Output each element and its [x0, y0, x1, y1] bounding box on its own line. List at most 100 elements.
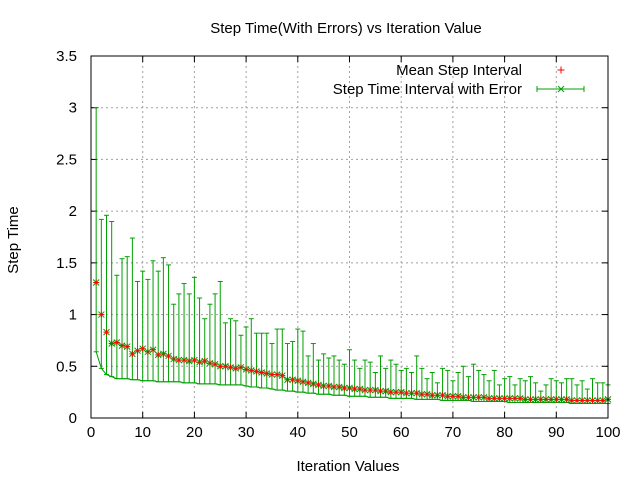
x-tick-label: 60: [393, 424, 410, 441]
data-point: [532, 396, 539, 403]
data-point: [340, 384, 348, 392]
data-point: [227, 363, 234, 371]
data-point: [583, 397, 591, 404]
data-point: [222, 362, 229, 370]
data-point: [403, 389, 410, 397]
data-point: [589, 397, 596, 404]
data-point: [196, 358, 203, 366]
data-point: [521, 396, 529, 403]
data-point: [387, 388, 395, 396]
x-tick-label: 50: [341, 424, 358, 441]
legend-marker-error: [536, 85, 585, 93]
legend-label-mean: Mean Step Interval: [396, 62, 522, 79]
data-point: [459, 393, 467, 401]
data-point: [123, 343, 131, 350]
data-point: [371, 386, 379, 394]
data-point: [449, 392, 457, 400]
data-point: [413, 389, 421, 397]
legend-label-error: Step Time Interval with Error: [333, 81, 522, 98]
y-tick-label: 2.5: [56, 151, 77, 168]
data-point: [599, 397, 607, 404]
data-point: [454, 392, 462, 400]
y-tick-label: 3: [69, 100, 77, 117]
data-point: [578, 397, 586, 404]
gridlines: [91, 56, 608, 418]
y-axis-label: Step Time: [5, 206, 22, 274]
data-point: [242, 366, 250, 373]
data-point: [232, 365, 240, 372]
data-point: [356, 385, 364, 393]
x-tick-label: 30: [238, 424, 255, 441]
data-point: [191, 356, 198, 364]
chart-title: Step Time(With Errors) vs Iteration Valu…: [210, 20, 481, 37]
data-point: [325, 382, 333, 390]
x-axis-label: Iteration Values: [296, 458, 399, 475]
data-point: [170, 355, 178, 363]
data-point: [149, 346, 157, 354]
data-point: [439, 391, 446, 399]
x-tick-label: 80: [496, 424, 513, 441]
y-tick-label: 1.5: [56, 255, 77, 272]
data-point: [490, 394, 498, 402]
data-point: [201, 357, 209, 365]
x-tick-label: 70: [445, 424, 462, 441]
data-point: [558, 396, 565, 403]
data-point: [273, 371, 281, 378]
data-point: [537, 396, 545, 403]
data-point: [216, 362, 224, 370]
y-tick-label: 0: [69, 410, 77, 427]
data-point: [289, 376, 296, 384]
data-point: [237, 363, 245, 371]
data-point: [428, 391, 436, 399]
data-point: [103, 328, 110, 336]
data-point: [527, 396, 534, 403]
data-point: [335, 383, 343, 391]
data-point: [485, 394, 493, 402]
x-tick-label: 40: [289, 424, 306, 441]
data-point: [154, 351, 162, 359]
x-tick-label: 10: [134, 424, 151, 441]
data-point: [206, 359, 214, 367]
data-point: [294, 377, 302, 385]
data-point: [475, 393, 483, 401]
x-tick-label: 90: [548, 424, 565, 441]
data-point: [278, 372, 286, 379]
x-tick-label: 20: [186, 424, 203, 441]
data-point: [366, 386, 374, 394]
data-point: [361, 386, 369, 394]
data-point: [480, 393, 488, 401]
data-point: [542, 396, 550, 403]
data-point: [351, 385, 359, 393]
y-tick-label: 1: [69, 307, 77, 324]
data-point: [134, 347, 141, 355]
data-point: [165, 352, 172, 360]
data-point: [552, 396, 560, 403]
data-point: [97, 311, 105, 318]
data-point: [144, 348, 152, 356]
plot-frame: [90, 55, 609, 419]
data-point: [139, 345, 147, 353]
data-point: [465, 393, 472, 401]
data-point: [563, 396, 570, 403]
y-tick-label: 2: [69, 203, 77, 220]
x-tick-label: 0: [87, 424, 95, 441]
data-point: [470, 393, 477, 401]
data-point: [568, 397, 576, 404]
data-point: [113, 339, 121, 346]
data-point: [309, 380, 317, 388]
data-point: [377, 387, 384, 395]
data-point: [511, 394, 519, 402]
data-point: [160, 350, 167, 358]
data-point: [315, 381, 322, 389]
data-point: [185, 357, 193, 365]
axis-ticks: 0 10 20 30 40 50 60 70 80 90 100 0 0.5 1 1.5 2 2.5 3 3.5: [56, 48, 620, 441]
data-point: [434, 391, 441, 399]
data-point: [304, 379, 312, 387]
data-point: [268, 371, 276, 378]
data-point: [382, 387, 390, 395]
data-point: [253, 368, 260, 375]
data-point: [258, 369, 265, 376]
data-point: [175, 356, 183, 364]
data-point: [418, 390, 426, 398]
data-point: [516, 394, 524, 402]
